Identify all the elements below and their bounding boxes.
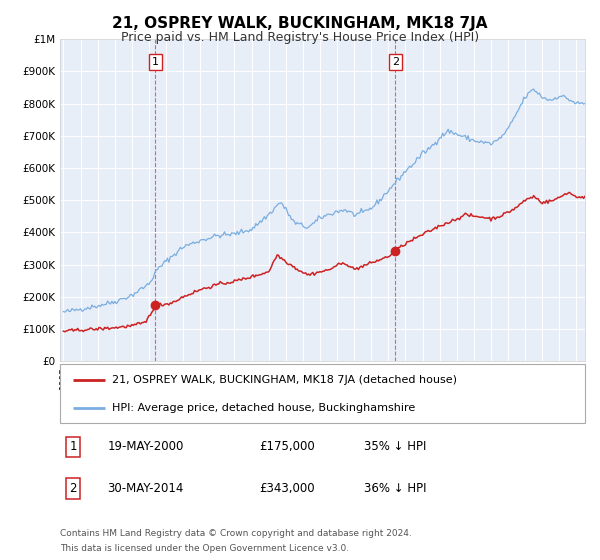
Text: £343,000: £343,000: [260, 482, 315, 495]
Text: 1: 1: [152, 57, 159, 67]
FancyBboxPatch shape: [60, 364, 585, 423]
Text: This data is licensed under the Open Government Licence v3.0.: This data is licensed under the Open Gov…: [60, 544, 349, 553]
Text: 2: 2: [392, 57, 399, 67]
Text: 1: 1: [70, 440, 77, 454]
Text: 19-MAY-2000: 19-MAY-2000: [107, 440, 184, 454]
Text: 2: 2: [70, 482, 77, 495]
Text: Contains HM Land Registry data © Crown copyright and database right 2024.: Contains HM Land Registry data © Crown c…: [60, 529, 412, 538]
Text: Price paid vs. HM Land Registry's House Price Index (HPI): Price paid vs. HM Land Registry's House …: [121, 31, 479, 44]
Text: 35% ↓ HPI: 35% ↓ HPI: [365, 440, 427, 454]
Text: 36% ↓ HPI: 36% ↓ HPI: [365, 482, 427, 495]
Text: £175,000: £175,000: [260, 440, 315, 454]
Text: 30-MAY-2014: 30-MAY-2014: [107, 482, 184, 495]
Text: 21, OSPREY WALK, BUCKINGHAM, MK18 7JA: 21, OSPREY WALK, BUCKINGHAM, MK18 7JA: [112, 16, 488, 31]
Text: HPI: Average price, detached house, Buckinghamshire: HPI: Average price, detached house, Buck…: [113, 403, 416, 413]
Text: 21, OSPREY WALK, BUCKINGHAM, MK18 7JA (detached house): 21, OSPREY WALK, BUCKINGHAM, MK18 7JA (d…: [113, 375, 458, 385]
